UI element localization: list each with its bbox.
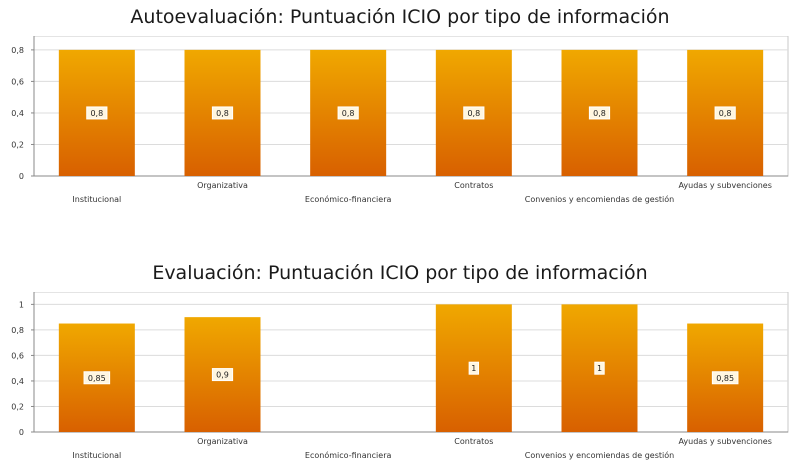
data-label-box [211,368,234,382]
chart-1-title: Autoevaluación: Puntuación ICIO por tipo… [130,6,670,28]
y-tick-label: 0,8 [11,46,24,55]
data-label-box [711,371,739,385]
y-tick-label: 0,4 [11,377,24,386]
data-label: 1 [471,364,476,373]
data-label: 0,8 [719,109,732,118]
x-category-label: Contratos [454,181,493,190]
y-tick-label: 0,6 [11,351,24,360]
y-tick-label: 1 [19,300,24,309]
data-label-box [588,106,611,120]
x-category-label: Institucional [72,451,121,460]
x-category-label: Económico-financiera [305,450,392,460]
data-label: 0,85 [88,374,106,383]
y-tick-label: 0 [19,172,24,181]
x-category-label: Organizativa [197,437,248,446]
data-label: 0,8 [90,109,103,118]
data-label-box [463,106,485,120]
y-tick-label: 0,4 [11,109,24,118]
x-category-label: Convenios y encomiendas de gestión [525,450,674,460]
data-label-box [468,361,480,375]
x-category-label: Institucional [72,195,121,204]
x-category-label: Económico-financiera [305,194,392,204]
plot-area [33,36,789,177]
x-category-label: Ayudas y subvenciones [678,181,771,190]
data-label-box [83,371,111,385]
y-tick-label: 0,8 [11,326,24,335]
data-label-box [86,106,108,120]
data-label: 1 [597,364,602,373]
data-label-box [594,361,605,375]
data-label: 0,8 [216,109,229,118]
y-tick-label: 0 [19,428,24,437]
data-label: 0,9 [216,371,229,380]
chart-2-svg: 0 0,2 0,4 0,6 0,8 1 0,85 Institucional 0,9 Organi… [11,292,789,460]
y-tick-label: 0,2 [11,140,24,149]
y-tick-label: 0,6 [11,77,24,86]
y-tick-label: 0,2 [11,402,24,411]
plot-area [33,292,789,433]
data-label: 0,8 [467,109,480,118]
x-category-label: Contratos [454,437,493,446]
data-label-box [211,106,234,120]
x-category-label: Convenios y encomiendas de gestión [525,194,674,204]
data-label-box [714,106,736,120]
data-label: 0,8 [593,109,606,118]
chart-2-title: Evaluación: Puntuación ICIO por tipo de … [152,262,648,284]
data-label-box [337,106,359,120]
x-category-label: Organizativa [197,181,248,190]
x-category-label: Ayudas y subvenciones [678,437,771,446]
data-label: 0,85 [716,374,734,383]
data-label: 0,8 [342,109,355,118]
chart-1-svg: 0 0,2 0,4 0,6 0,8 0,8 Institucional 0,8 Organiza… [11,36,789,204]
